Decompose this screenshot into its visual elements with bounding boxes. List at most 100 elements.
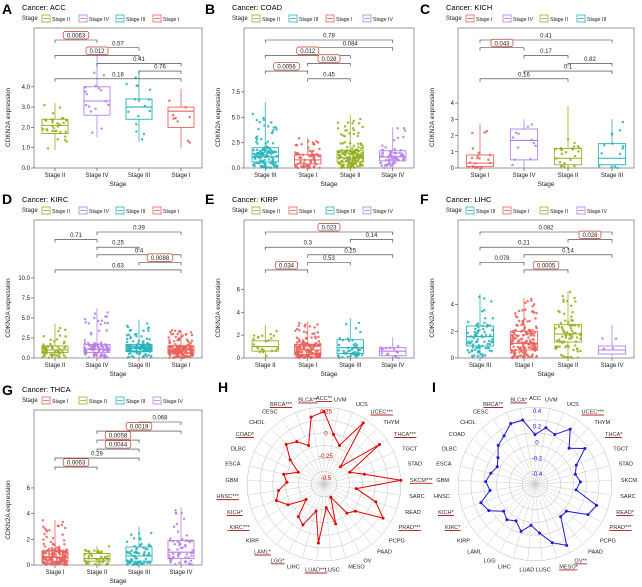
y-tick-label: 2.5 (22, 336, 31, 342)
data-point (338, 337, 342, 340)
data-point (476, 340, 479, 343)
data-point (274, 150, 278, 154)
data-point (564, 151, 568, 154)
data-point (384, 347, 388, 350)
panel-C: Cancer: KICH Stage Stage I Stage IV Stage II… (429, 3, 635, 188)
data-point (143, 104, 147, 108)
data-point (265, 354, 268, 358)
data-point (566, 166, 570, 170)
x-tick-label: Stage II (45, 173, 66, 179)
data-point (466, 320, 470, 324)
data-point (534, 317, 537, 320)
data-point (187, 556, 190, 559)
data-point (521, 308, 524, 312)
data-point (381, 149, 385, 152)
data-point (300, 351, 303, 354)
y-tick-label: 10.0 (18, 276, 30, 282)
data-point (312, 154, 315, 158)
data-point (258, 350, 261, 354)
data-point (135, 84, 138, 87)
comparison-bracket (138, 70, 182, 75)
data-point (488, 342, 492, 346)
data-point (270, 152, 273, 156)
radar-axis-label: SKCM*** (410, 478, 434, 484)
y-tick-label: 2 (237, 333, 241, 339)
data-point (488, 153, 492, 157)
p-value: 0.0088 (151, 256, 170, 262)
legend-label: Stage III (336, 209, 355, 215)
data-point (256, 142, 259, 145)
data-point (179, 542, 182, 546)
data-point (305, 350, 308, 354)
data-point (268, 166, 272, 169)
box-Stage-IV (379, 347, 407, 357)
data-point (174, 562, 177, 566)
data-point (311, 141, 315, 144)
data-point (486, 342, 489, 346)
data-point (263, 158, 266, 162)
x-tick-label: Stage I (171, 173, 190, 179)
data-point (51, 129, 54, 133)
data-point (182, 349, 186, 352)
data-point (179, 546, 183, 550)
p-value: 0.57 (112, 41, 124, 47)
data-point (613, 165, 617, 168)
data-point (188, 115, 191, 119)
data-point (531, 310, 535, 313)
data-point (133, 554, 137, 558)
data-point (338, 154, 342, 157)
data-point (316, 141, 320, 144)
data-point (354, 327, 358, 330)
data-point (562, 298, 565, 302)
data-point (476, 346, 480, 349)
legend-title: Stage (446, 16, 462, 22)
p-value: 0.21 (518, 241, 530, 247)
data-point (471, 147, 475, 150)
comparison-bracket (264, 269, 309, 273)
data-point (600, 152, 603, 155)
radar-axis-label: UCS (356, 402, 368, 408)
data-point (93, 312, 97, 315)
data-point (100, 353, 103, 356)
legend-label: Stage I (513, 209, 529, 215)
panel-letter-C: C (420, 1, 430, 17)
data-point (58, 556, 62, 560)
data-point (171, 552, 175, 555)
p-value: 0.023 (321, 226, 337, 232)
comparison-bracket (523, 269, 569, 273)
data-point (336, 127, 340, 130)
data-point (351, 150, 355, 154)
radar-grid (509, 458, 561, 510)
data-point (137, 114, 140, 118)
data-point (403, 129, 407, 132)
data-point (107, 103, 110, 107)
data-point (274, 349, 278, 352)
box-Stage-III (125, 98, 153, 120)
data-point (272, 334, 276, 338)
data-point (189, 551, 193, 555)
data-point (93, 316, 96, 320)
comparison-bracket (96, 246, 140, 251)
data-point (184, 539, 188, 542)
radar-axis-label: SARC (620, 494, 636, 500)
radar-point (495, 465, 499, 469)
p-value: 0.71 (70, 233, 82, 239)
data-point (97, 319, 100, 323)
data-point (43, 118, 47, 121)
data-point (83, 548, 87, 552)
p-value: 0.3 (304, 241, 313, 247)
p-value-box (146, 253, 174, 262)
data-point (569, 327, 573, 330)
data-point (276, 347, 279, 350)
data-point (61, 351, 65, 354)
radar-point (322, 409, 326, 413)
legend-label: Stage I (299, 209, 315, 215)
data-point (470, 350, 474, 353)
data-point (147, 98, 151, 101)
data-point (169, 351, 173, 355)
data-point (611, 142, 614, 145)
legend-title: Stage (22, 16, 38, 22)
data-point (579, 337, 582, 340)
p-value: 0.028 (321, 57, 337, 63)
data-point (387, 162, 390, 166)
